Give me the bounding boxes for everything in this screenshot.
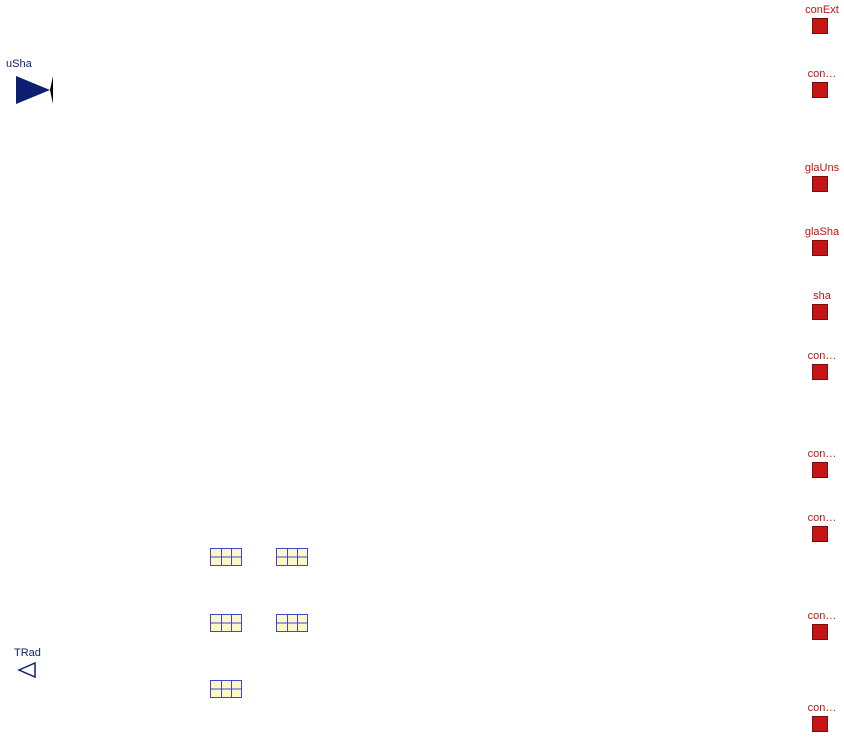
port-label: con… (802, 350, 842, 362)
heat-port (812, 176, 828, 192)
heat-port (812, 364, 828, 380)
input-label-trad: TRad (14, 647, 41, 659)
port-label: con… (802, 610, 842, 622)
table-block (276, 548, 308, 566)
table-block (210, 680, 242, 698)
heat-port (812, 240, 828, 256)
port-label: sha (802, 290, 842, 302)
heat-port (812, 304, 828, 320)
heat-port (812, 716, 828, 732)
heat-port (812, 526, 828, 542)
table-block (210, 614, 242, 632)
heat-port (812, 624, 828, 640)
heat-port (812, 18, 828, 34)
heat-port (812, 462, 828, 478)
input-label-usha: uSha (6, 58, 32, 70)
port-label: glaUns (802, 162, 842, 174)
table-block (276, 614, 308, 632)
table-block (210, 548, 242, 566)
input-triangle-trad (18, 662, 36, 678)
port-label: con… (802, 68, 842, 80)
heat-port (812, 82, 828, 98)
port-label: conExt (802, 4, 842, 16)
port-label: con… (802, 512, 842, 524)
port-label: glaSha (802, 226, 842, 238)
port-label: con… (802, 702, 842, 714)
port-label: con… (802, 448, 842, 460)
input-triangle-usha (16, 76, 53, 104)
